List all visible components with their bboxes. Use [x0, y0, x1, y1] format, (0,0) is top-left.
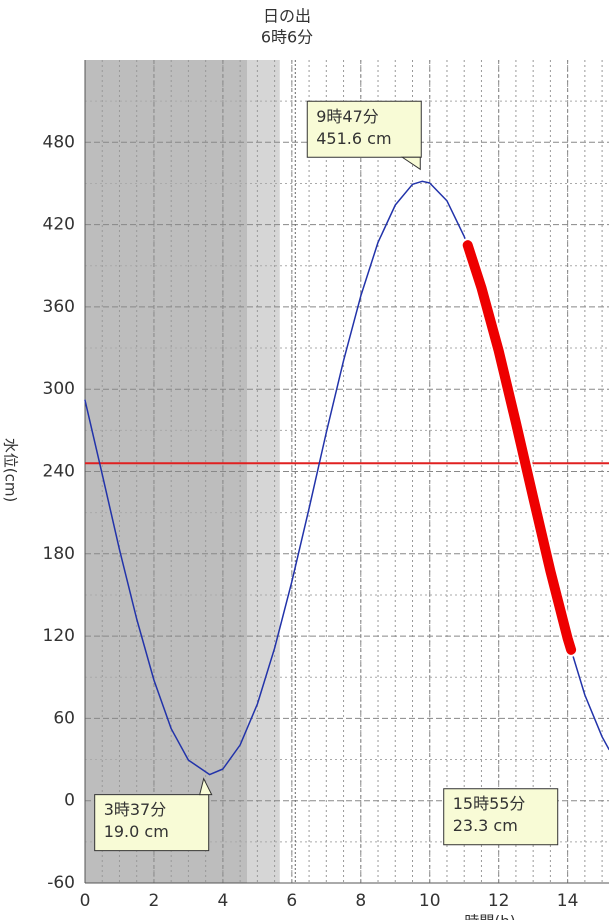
x-tick-label: 12: [488, 891, 510, 911]
x-tick-label: 14: [557, 891, 579, 911]
y-tick-label: -60: [47, 873, 75, 893]
x-tick-label: 6: [286, 891, 297, 911]
x-tick-label: 10: [419, 891, 441, 911]
annotation: 9時47分 451.6 cm: [306, 100, 422, 171]
annotation: 15時55分 23.3 cm: [443, 788, 559, 846]
y-tick-label: 60: [53, 708, 75, 728]
x-tick-label: 2: [149, 891, 160, 911]
x-axis-label: 時間(h): [464, 913, 515, 920]
x-tick-label: 8: [355, 891, 366, 911]
annotation: 3時37分 19.0 cm: [94, 777, 213, 852]
annotation-text: 15時55分: [453, 794, 526, 813]
sunrise-label: 6時6分: [261, 28, 313, 47]
y-tick-label: 240: [43, 462, 75, 482]
annotation-text: 9時47分: [316, 107, 379, 126]
y-tick-label: 420: [43, 215, 75, 235]
annotation-box: [94, 794, 210, 852]
x-tick-label: 0: [80, 891, 91, 911]
y-tick-label: 120: [43, 626, 75, 646]
annotation-box: [306, 100, 422, 158]
y-tick-label: 480: [43, 132, 75, 152]
annotation-text: 451.6 cm: [316, 129, 391, 148]
y-tick-label: 300: [43, 379, 75, 399]
current-line: [462, 240, 577, 655]
annotation-pointer: [400, 156, 421, 171]
annotation-text: 19.0 cm: [104, 822, 169, 841]
sunrise-label: 日の出: [263, 7, 311, 26]
x-tick-label: 4: [217, 891, 228, 911]
y-tick-label: 0: [64, 791, 75, 811]
annotation-box: [443, 788, 559, 846]
annotation-text: 23.3 cm: [453, 816, 518, 835]
y-tick-label: 360: [43, 297, 75, 317]
y-axis-label: 水位(cm): [2, 438, 20, 503]
annotation-text: 3時37分: [104, 800, 167, 819]
y-tick-label: 180: [43, 544, 75, 564]
annotation-pointer: [199, 777, 213, 796]
